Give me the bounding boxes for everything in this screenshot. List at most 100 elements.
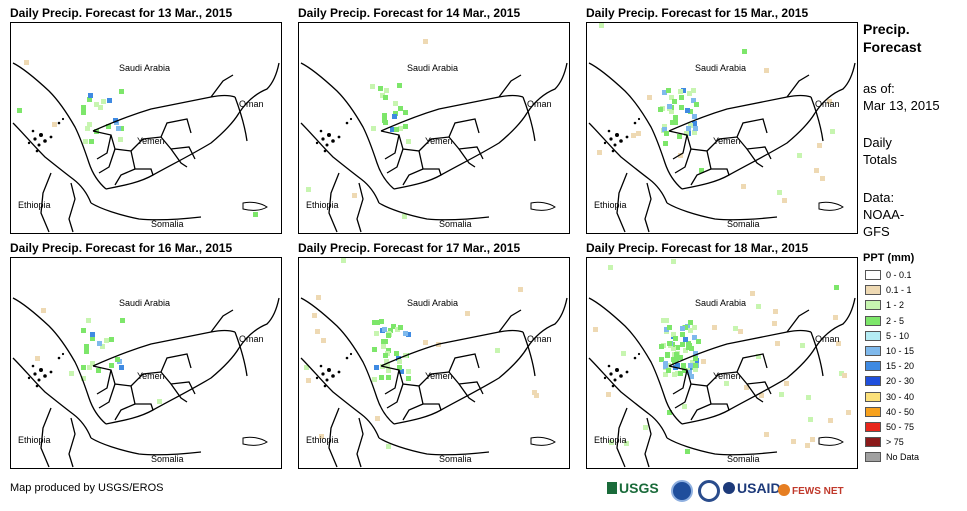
precip-cell [744, 385, 749, 390]
precip-cell [777, 190, 782, 195]
precip-cell [678, 371, 683, 376]
precip-cell [834, 285, 839, 290]
precip-cell [688, 123, 693, 128]
precip-cell [673, 115, 678, 120]
precip-cell [666, 88, 671, 93]
precip-cell [381, 344, 386, 349]
precip-cell [382, 327, 387, 332]
precip-cell [800, 343, 805, 348]
panel-title: Daily Precip. Forecast for 17 Mar., 2015 [298, 241, 521, 255]
precip-cell [402, 214, 407, 219]
precip-cell [81, 110, 86, 115]
legend-label: 0.1 - 1 [886, 285, 912, 296]
precip-cell [398, 106, 403, 111]
precip-cell [764, 68, 769, 73]
precip-cell [98, 105, 103, 110]
label-oman: Oman [527, 99, 552, 109]
precip-cell [671, 332, 676, 337]
precip-cell [397, 83, 402, 88]
precip-cell [833, 315, 838, 320]
legend-swatch [865, 391, 881, 402]
precip-cell [87, 122, 92, 127]
data-source-line2: GFS [863, 224, 890, 239]
precip-cell [836, 341, 841, 346]
precip-cell [658, 107, 663, 112]
logo-strip: USGS USAID FEWS NET [607, 478, 857, 506]
precip-cell [701, 359, 706, 364]
precip-cell [675, 371, 680, 376]
precip-cell [385, 363, 390, 368]
legend-label: No Data [886, 452, 920, 463]
precip-cell [386, 444, 391, 449]
precip-cell [81, 365, 86, 370]
precip-cell [35, 356, 40, 361]
precip-cell [372, 377, 377, 382]
precip-cell [97, 341, 102, 346]
precip-cell [688, 109, 693, 114]
precip-cell [253, 212, 258, 217]
precip-cell [423, 340, 428, 345]
precip-cell [664, 327, 669, 332]
precip-cell [24, 60, 29, 65]
precip-cell [756, 304, 761, 309]
panel-title: Daily Precip. Forecast for 18 Mar., 2015 [586, 241, 809, 255]
label-oman: Oman [527, 334, 552, 344]
label-somalia: Somalia [151, 219, 184, 229]
label-ethiopia: Ethiopia [306, 435, 339, 445]
map-outline [12, 297, 280, 468]
legend-swatch [865, 330, 881, 341]
precip-cell [119, 89, 124, 94]
map-outline [300, 297, 568, 468]
precip-cell [662, 124, 667, 129]
precip-cell [465, 311, 470, 316]
label-yemen: Yemen [425, 136, 453, 146]
precip-cell [388, 328, 393, 333]
precip-cell [379, 375, 384, 380]
precip-cell [674, 352, 679, 357]
label-ethiopia: Ethiopia [594, 200, 627, 210]
precip-cell [773, 309, 778, 314]
legend-item: 50 - 75 [865, 421, 965, 434]
precip-cell [664, 131, 669, 136]
label-oman: Oman [239, 99, 264, 109]
precip-cell [375, 320, 380, 325]
precip-cell [665, 353, 670, 358]
label-saudi-arabia: Saudi Arabia [695, 298, 747, 308]
precip-cell [94, 102, 99, 107]
precip-cell [375, 416, 380, 421]
precip-cell [689, 346, 694, 351]
legend-item: 30 - 40 [865, 391, 965, 404]
precip-cell [699, 168, 704, 173]
precip-cell [384, 88, 389, 93]
usaid-icon [723, 482, 735, 494]
precip-cell [352, 193, 357, 198]
precip-cell [391, 324, 396, 329]
precip-cell [661, 318, 666, 323]
precip-cell [692, 121, 697, 126]
precip-cell [86, 318, 91, 323]
precip-cell [693, 351, 698, 356]
precip-cell [742, 49, 747, 54]
legend-label: 50 - 75 [886, 422, 915, 432]
precip-cell [679, 105, 684, 110]
forecast-map: Saudi Arabia Oman Yemen Ethiopia Somalia [586, 22, 858, 234]
precip-cell [316, 295, 321, 300]
panel-title: Daily Precip. Forecast for 16 Mar., 2015 [10, 241, 233, 255]
legend-label: 15 - 20 [886, 361, 915, 372]
precip-cell [609, 440, 614, 445]
legend-item: 40 - 50 [865, 406, 965, 419]
precip-cell [687, 370, 692, 375]
precip-cell [90, 336, 95, 341]
usgs-icon [607, 482, 617, 494]
precip-cell [84, 344, 89, 349]
legend-label: 20 - 30 [886, 376, 915, 387]
precip-cell [109, 363, 114, 368]
precip-cell [341, 258, 346, 263]
precip-cell [784, 381, 789, 386]
nasa-seal-icon [698, 480, 720, 502]
precip-cell [775, 341, 780, 346]
precip-cell [41, 308, 46, 313]
precip-cell [662, 127, 667, 132]
precip-cell [672, 99, 677, 104]
label-ethiopia: Ethiopia [594, 435, 627, 445]
